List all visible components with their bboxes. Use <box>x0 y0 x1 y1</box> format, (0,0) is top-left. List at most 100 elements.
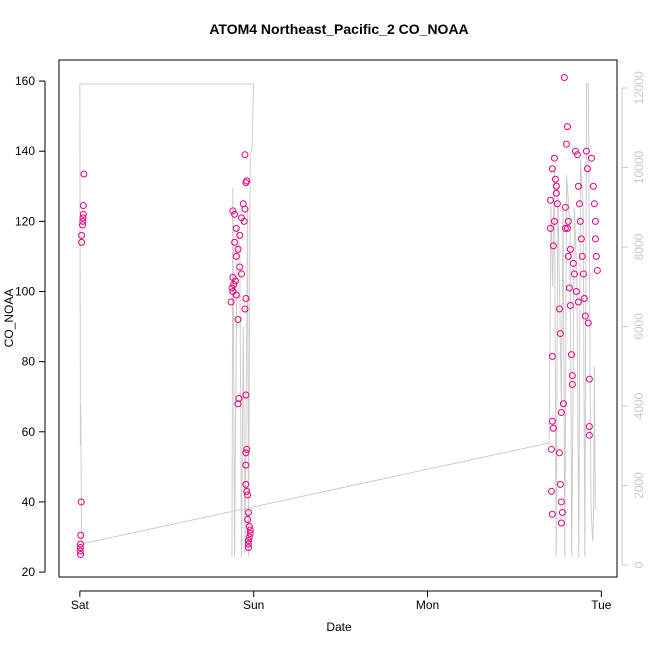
point <box>242 449 250 457</box>
point <box>585 423 593 431</box>
y-axis-label: CO_NOAA <box>2 289 16 348</box>
point <box>574 182 582 190</box>
point <box>563 123 571 131</box>
x-tick-label: Sat <box>71 598 90 612</box>
point <box>555 305 563 313</box>
point <box>582 147 590 155</box>
point <box>245 533 253 541</box>
point <box>241 305 249 313</box>
point <box>229 207 237 215</box>
point <box>580 295 588 303</box>
y2-tick-label: 8000 <box>632 233 646 260</box>
point <box>550 217 558 225</box>
point <box>546 196 554 204</box>
point <box>567 351 575 359</box>
plot-frame <box>58 59 618 578</box>
point <box>78 238 86 246</box>
point <box>232 291 240 299</box>
point <box>79 202 87 210</box>
point <box>556 330 564 338</box>
point <box>546 224 554 232</box>
x-tick-label: Tue <box>591 598 612 612</box>
point <box>244 508 252 516</box>
point <box>563 224 571 232</box>
point <box>575 200 583 208</box>
point <box>564 217 572 225</box>
point <box>231 277 239 285</box>
point <box>232 224 240 232</box>
point <box>79 210 87 218</box>
point <box>242 480 250 488</box>
point <box>574 298 582 306</box>
point <box>591 235 599 243</box>
point <box>234 245 242 253</box>
point <box>77 498 85 506</box>
point <box>231 210 239 218</box>
point <box>76 544 84 552</box>
point <box>589 182 597 190</box>
point <box>228 284 236 292</box>
point <box>242 179 250 187</box>
point <box>585 431 593 439</box>
point <box>78 231 86 239</box>
point <box>559 400 567 408</box>
y-tick-label: 80 <box>22 355 36 369</box>
point <box>583 165 591 173</box>
y-tick-label: 40 <box>22 495 36 509</box>
x-tick-label: Sun <box>243 598 264 612</box>
line-series <box>79 83 255 558</box>
point <box>244 491 252 499</box>
point <box>548 510 556 518</box>
point <box>243 487 251 495</box>
line-series <box>80 83 596 558</box>
point <box>564 252 572 260</box>
point <box>561 224 569 232</box>
y-tick-label: 120 <box>15 214 35 228</box>
point <box>548 352 556 360</box>
point <box>77 531 85 539</box>
point <box>236 231 244 239</box>
point <box>569 259 577 267</box>
chart-title: ATOM4 Northeast_Pacific_2 CO_NOAA <box>209 21 468 37</box>
point <box>587 154 595 162</box>
point <box>590 200 598 208</box>
point <box>573 151 581 159</box>
point <box>80 170 88 178</box>
y2-tick-label: 2000 <box>632 472 646 499</box>
point <box>561 203 569 211</box>
x-axis-label: Date <box>326 620 352 634</box>
point <box>578 252 586 260</box>
point <box>552 189 560 197</box>
point <box>577 235 585 243</box>
y-tick-label: 20 <box>22 565 36 579</box>
point <box>565 284 573 292</box>
point <box>77 551 85 559</box>
point <box>246 530 254 538</box>
point <box>245 522 253 530</box>
y-tick-label: 140 <box>15 144 35 158</box>
point <box>593 266 601 274</box>
point <box>581 312 589 320</box>
point <box>77 540 85 548</box>
point <box>571 147 579 155</box>
point <box>568 380 576 388</box>
point <box>591 217 599 225</box>
y2-tick-label: 12000 <box>632 71 646 105</box>
point <box>244 540 252 548</box>
point <box>568 372 576 380</box>
point <box>229 287 237 295</box>
point <box>547 487 555 495</box>
point <box>572 287 580 295</box>
x-tick-label: Mon <box>416 598 439 612</box>
point <box>556 480 564 488</box>
point <box>234 316 242 324</box>
point <box>238 270 246 278</box>
point <box>235 394 243 402</box>
point <box>584 319 592 327</box>
point <box>227 298 235 306</box>
point <box>558 508 566 516</box>
y-tick-label: 160 <box>15 74 35 88</box>
point <box>230 280 238 288</box>
point <box>557 519 565 527</box>
point <box>79 214 87 222</box>
